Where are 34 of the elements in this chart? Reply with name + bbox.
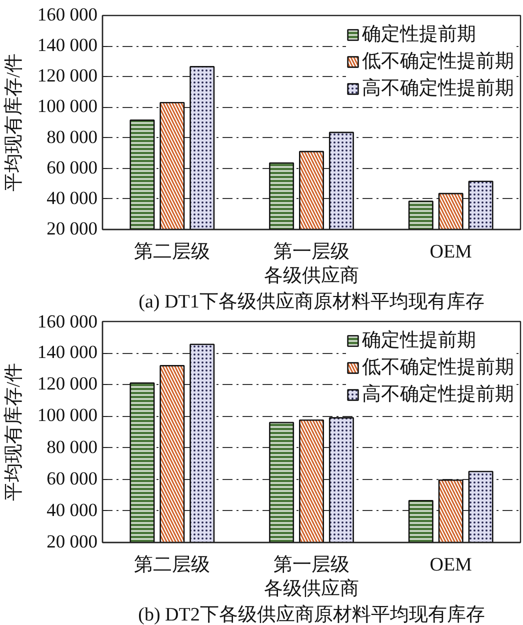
y-tick-label: 120 000 [37, 66, 98, 87]
y-tick-label: 100 000 [37, 97, 98, 118]
y-axis-title: 平均现有库存/件 [2, 362, 24, 502]
y-tick-label: 40 000 [46, 188, 98, 209]
y-tick-label: 80 000 [46, 128, 98, 148]
y-tick-label: 140 000 [37, 343, 98, 364]
text: (b) DT2下各级供应商原材料平均现有库存 [138, 604, 485, 625]
y-tick-label: 100 000 [37, 406, 98, 426]
x-tick-label: 第一层级 [274, 554, 350, 576]
x-axis-title: 各级供应商 [264, 578, 359, 600]
y-axis-title: 平均现有库存/件 [2, 53, 24, 192]
x-tick-label: 第二层级 [134, 242, 210, 262]
y-tick-label: 20 000 [46, 220, 98, 240]
x-tick-label: OEM [430, 242, 472, 262]
y-tick-label: 60 000 [46, 469, 98, 490]
legend-label: 低不确定性提前期 [362, 356, 514, 380]
legend-label: 低不确定性提前期 [362, 50, 514, 74]
y-tick-label: 140 000 [37, 36, 98, 56]
legend-label: 确定性提前期 [362, 23, 476, 47]
x-tick-label: OEM [430, 554, 472, 576]
legend-label: 高不确定性提前期 [362, 77, 514, 101]
y-tick-label: 20 000 [46, 532, 98, 552]
y-tick-label: 40 000 [46, 500, 98, 521]
legend-label: 高不确定性提前期 [362, 383, 514, 407]
y-tick-label: 80 000 [46, 438, 98, 458]
legend-label: 确定性提前期 [362, 329, 476, 353]
x-tick-label: 第二层级 [134, 554, 210, 576]
y-tick-label: 60 000 [46, 158, 98, 178]
y-tick-label: 160 000 [37, 6, 98, 26]
y-tick-label: 120 000 [37, 374, 98, 395]
text: (a) DT1下各级供应商原材料平均现有库存 [138, 290, 484, 312]
x-axis-title: 各级供应商 [264, 264, 359, 286]
y-tick-label: 160 000 [37, 312, 98, 332]
x-tick-label: 第一层级 [274, 242, 350, 262]
